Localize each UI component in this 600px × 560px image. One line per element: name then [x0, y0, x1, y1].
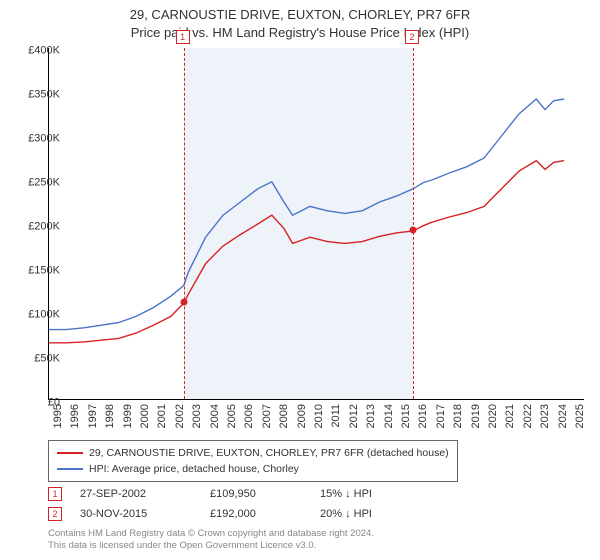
y-tick-label: £300K: [16, 133, 60, 140]
sale-date-1: 27-SEP-2002: [80, 488, 210, 500]
y-tick-label: £250K: [16, 177, 60, 184]
legend-swatch-hpi: [57, 468, 83, 470]
legend-row-hpi: HPI: Average price, detached house, Chor…: [57, 461, 449, 477]
x-tick-label: 2007: [261, 404, 273, 428]
sale-marker-2: 2: [48, 507, 62, 521]
x-tick-label: 2025: [574, 404, 586, 428]
legend-row-property: 29, CARNOUSTIE DRIVE, EUXTON, CHORLEY, P…: [57, 445, 449, 461]
x-tick-label: 2012: [348, 404, 360, 428]
sale-vline: [184, 48, 185, 399]
legend-label-property: 29, CARNOUSTIE DRIVE, EUXTON, CHORLEY, P…: [89, 447, 449, 459]
legend-swatch-property: [57, 452, 83, 454]
x-tick-label: 2001: [156, 404, 168, 428]
sale-row-2: 2 30-NOV-2015 £192,000 20% ↓ HPI: [48, 504, 440, 524]
x-tick-label: 2010: [313, 404, 325, 428]
y-tick-label: £400K: [16, 45, 60, 52]
title-line-2: Price paid vs. HM Land Registry's House …: [0, 24, 600, 42]
footer: Contains HM Land Registry data © Crown c…: [48, 528, 374, 552]
x-tick-label: 2015: [400, 404, 412, 428]
series-hpi: [49, 99, 564, 330]
chart-svg: [49, 48, 584, 399]
x-tick-label: 1995: [52, 404, 64, 428]
y-tick-label: £350K: [16, 89, 60, 96]
title-block: 29, CARNOUSTIE DRIVE, EUXTON, CHORLEY, P…: [0, 0, 600, 41]
x-tick-label: 2002: [174, 404, 186, 428]
x-tick-label: 2008: [278, 404, 290, 428]
x-tick-label: 2023: [539, 404, 551, 428]
x-tick-label: 1996: [69, 404, 81, 428]
sale-price-dot: [410, 227, 417, 234]
sale-delta-2: 20% ↓ HPI: [320, 508, 440, 520]
sale-date-2: 30-NOV-2015: [80, 508, 210, 520]
chart-container: 29, CARNOUSTIE DRIVE, EUXTON, CHORLEY, P…: [0, 0, 600, 560]
sale-marker-box: 2: [405, 30, 419, 44]
sale-price-dot: [180, 299, 187, 306]
x-tick-label: 2022: [522, 404, 534, 428]
x-tick-label: 2004: [209, 404, 221, 428]
x-tick-label: 1997: [87, 404, 99, 428]
x-tick-label: 2020: [487, 404, 499, 428]
x-tick-label: 2019: [470, 404, 482, 428]
legend-label-hpi: HPI: Average price, detached house, Chor…: [89, 463, 299, 475]
sale-marker-box: 1: [176, 30, 190, 44]
sales-table: 1 27-SEP-2002 £109,950 15% ↓ HPI 2 30-NO…: [48, 484, 440, 524]
x-tick-label: 2017: [435, 404, 447, 428]
x-tick-label: 2000: [139, 404, 151, 428]
x-tick-label: 2003: [191, 404, 203, 428]
y-tick-label: £150K: [16, 265, 60, 272]
sale-marker-1: 1: [48, 487, 62, 501]
y-tick-label: £50K: [16, 353, 60, 360]
x-tick-label: 2005: [226, 404, 238, 428]
x-tick-label: 2011: [330, 404, 342, 428]
series-property: [49, 161, 564, 343]
y-tick-label: £100K: [16, 309, 60, 316]
sale-row-1: 1 27-SEP-2002 £109,950 15% ↓ HPI: [48, 484, 440, 504]
x-tick-label: 2024: [557, 404, 569, 428]
x-tick-label: 2016: [417, 404, 429, 428]
footer-line-1: Contains HM Land Registry data © Crown c…: [48, 528, 374, 540]
chart-plot-area: [48, 48, 584, 400]
sale-price-1: £109,950: [210, 488, 320, 500]
y-tick-label: £0: [16, 397, 60, 404]
title-line-1: 29, CARNOUSTIE DRIVE, EUXTON, CHORLEY, P…: [0, 6, 600, 24]
sale-delta-1: 15% ↓ HPI: [320, 488, 440, 500]
x-tick-label: 2009: [296, 404, 308, 428]
x-tick-label: 2006: [243, 404, 255, 428]
footer-line-2: This data is licensed under the Open Gov…: [48, 540, 374, 552]
x-tick-label: 1999: [122, 404, 134, 428]
sale-vline: [413, 48, 414, 399]
x-tick-label: 2018: [452, 404, 464, 428]
sale-price-2: £192,000: [210, 508, 320, 520]
legend: 29, CARNOUSTIE DRIVE, EUXTON, CHORLEY, P…: [48, 440, 458, 482]
x-tick-label: 1998: [104, 404, 116, 428]
x-tick-label: 2014: [383, 404, 395, 428]
y-tick-label: £200K: [16, 221, 60, 228]
x-tick-label: 2021: [504, 404, 516, 428]
x-tick-label: 2013: [365, 404, 377, 428]
